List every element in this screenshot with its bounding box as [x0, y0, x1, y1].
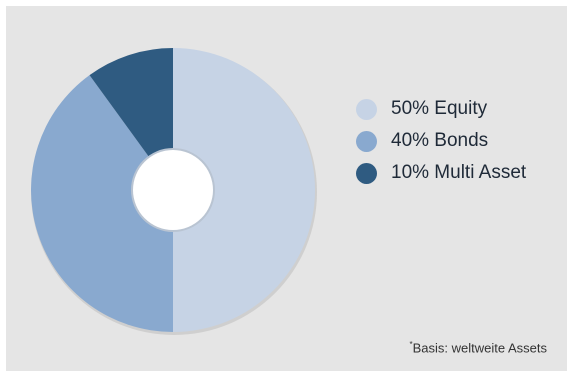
footnote-text: Basis: weltweite Assets — [412, 340, 547, 355]
legend-swatch-equity — [356, 98, 377, 120]
legend-item-multi-asset: 10% Multi Asset — [356, 162, 526, 184]
legend: 50% Equity 40% Bonds 10% Multi Asset — [356, 98, 526, 194]
pie-slice-equity — [173, 48, 315, 332]
chart-panel: 50% Equity 40% Bonds 10% Multi Asset *Ba… — [6, 6, 567, 371]
donut-chart — [30, 48, 317, 335]
legend-label-equity: 50% Equity — [391, 98, 488, 119]
legend-item-equity: 50% Equity — [356, 98, 526, 120]
legend-label-multi-asset: 10% Multi Asset — [391, 162, 527, 183]
pie-slice-bonds — [30, 75, 173, 333]
legend-swatch-multi-asset — [356, 162, 377, 184]
footnote-marker: * — [409, 339, 413, 349]
footnote: *Basis: weltweite Assets — [409, 340, 547, 355]
legend-swatch-bonds — [356, 130, 377, 152]
legend-item-bonds: 40% Bonds — [356, 130, 526, 152]
legend-label-bonds: 40% Bonds — [391, 130, 489, 151]
donut-hole — [133, 150, 213, 230]
